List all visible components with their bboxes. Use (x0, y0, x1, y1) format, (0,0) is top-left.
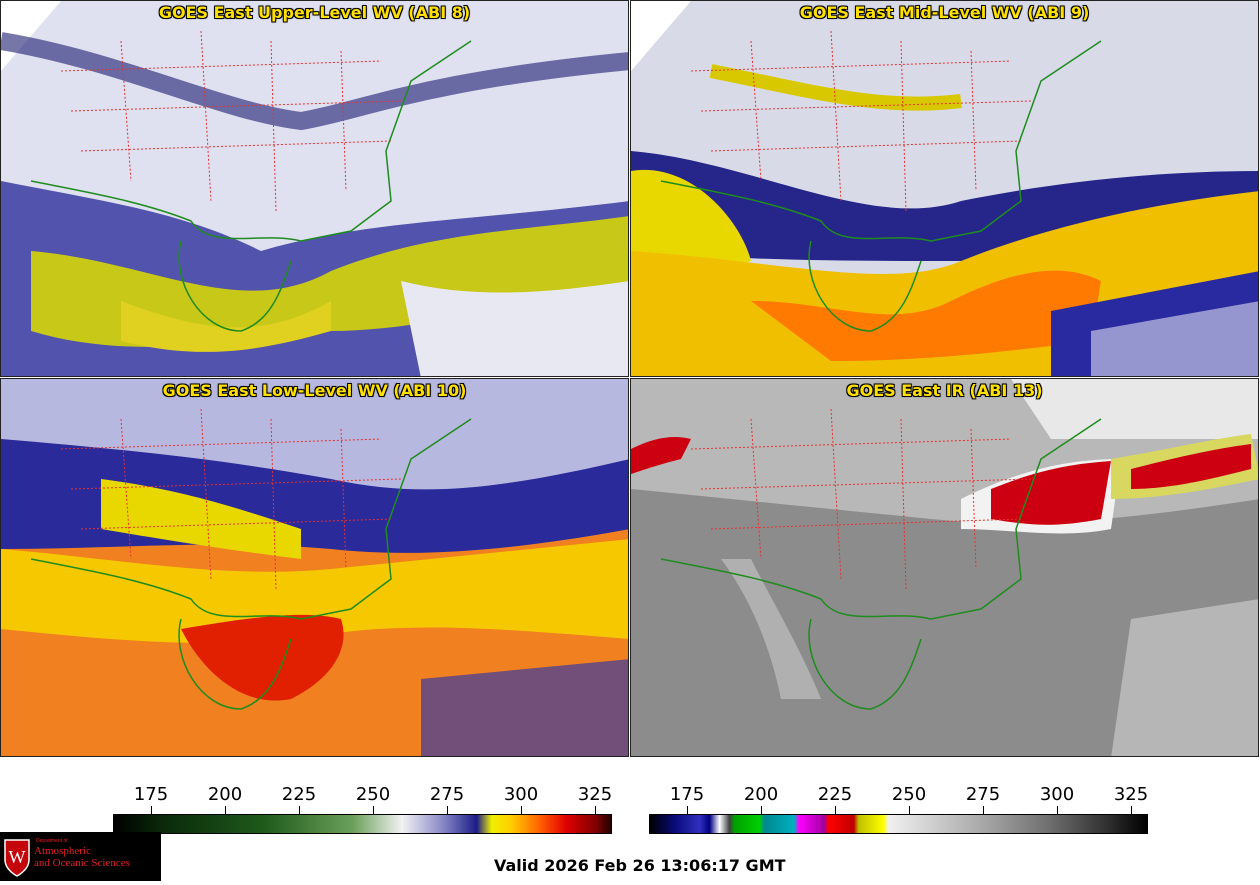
wv-tick-mark (447, 806, 448, 814)
ir-tick-label: 275 (965, 784, 1001, 805)
wv-tick-mark (521, 806, 522, 814)
ir-tick-mark (909, 806, 910, 814)
ir-tick-mark (1057, 806, 1058, 814)
upper-level-wv-map (1, 1, 628, 376)
wv-tick-mark (151, 806, 152, 814)
wv-colorbar-gradient (113, 814, 612, 834)
ir-tick-mark (687, 806, 688, 814)
wv-tick-label: 275 (429, 784, 465, 805)
wv-tick-label: 225 (281, 784, 317, 805)
wv-tick-mark (595, 806, 596, 814)
wv-tick-mark (373, 806, 374, 814)
ir-tick-mark (983, 806, 984, 814)
wv-tick-label: 200 (207, 784, 243, 805)
logo-name-line2: and Oceanic Sciences (34, 857, 130, 869)
ir-colorbar-ticks: 175 200 225 250 275 300 325 (649, 780, 1148, 814)
low-level-wv-map (1, 379, 628, 756)
upper-level-wv-panel: GOES East Upper-Level WV (ABI 8) (0, 0, 629, 377)
ir-map (631, 379, 1258, 756)
crest-letter: W (9, 847, 26, 867)
logo-name-line1: Atmospheric (34, 845, 91, 857)
ir-tick-mark (835, 806, 836, 814)
ir-tick-label: 325 (1113, 784, 1149, 805)
wv-tick-mark (225, 806, 226, 814)
wv-colorbar-ticks: 175 200 225 250 275 300 325 (113, 780, 612, 814)
ir-tick-label: 250 (891, 784, 927, 805)
ir-colorbar-gradient (649, 814, 1148, 834)
ir-tick-label: 225 (817, 784, 853, 805)
ir-tick-label: 300 (1039, 784, 1075, 805)
ir-colorbar: 175 200 225 250 275 300 325 (649, 780, 1148, 834)
ir-tick-mark (761, 806, 762, 814)
mid-level-wv-panel: GOES East Mid-Level WV (ABI 9) (630, 0, 1259, 377)
wv-tick-mark (299, 806, 300, 814)
ir-tick-label: 200 (743, 784, 779, 805)
wv-tick-label: 250 (355, 784, 391, 805)
logo-dept: Department of (36, 838, 68, 844)
ir-tick-mark (1131, 806, 1132, 814)
ir-panel: GOES East IR (ABI 13) (630, 378, 1259, 757)
wv-tick-label: 175 (133, 784, 169, 805)
wv-tick-label: 325 (577, 784, 613, 805)
wv-colorbar: 175 200 225 250 275 300 325 (113, 780, 612, 834)
wv-tick-label: 300 (503, 784, 539, 805)
uw-crest-icon: W (4, 839, 30, 877)
low-level-wv-panel: GOES East Low-Level WV (ABI 10) (0, 378, 629, 757)
aos-logo: W Department of Atmospheric and Oceanic … (0, 832, 161, 881)
ir-tick-label: 175 (669, 784, 705, 805)
mid-level-wv-map (631, 1, 1258, 376)
valid-time: Valid 2026 Feb 26 13:06:17 GMT (494, 856, 786, 875)
